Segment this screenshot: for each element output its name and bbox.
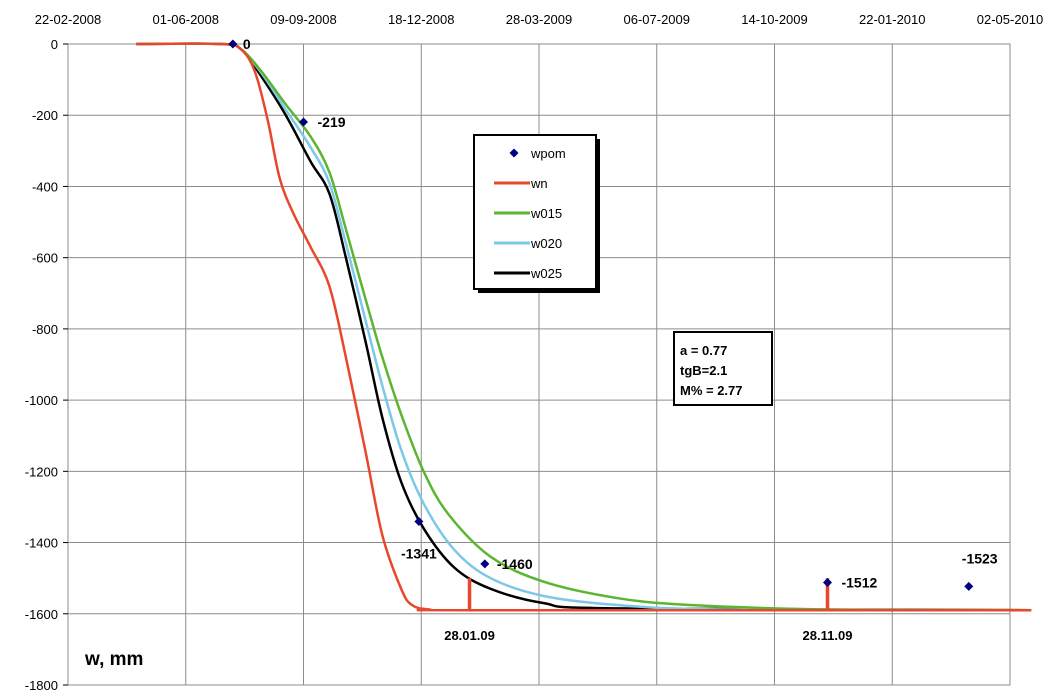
y-tick-label: 0 — [51, 37, 58, 52]
series-line-wn — [136, 42, 1032, 612]
y-tick-label: -1600 — [25, 607, 58, 622]
wpom-point — [964, 581, 974, 591]
y-tick-label: -1400 — [25, 536, 58, 551]
legend-label: wn — [530, 176, 548, 191]
x-tick-label: 22-01-2010 — [859, 12, 926, 27]
wpom-point — [228, 39, 238, 49]
date-markers: 28.01.09 28.11.09 — [444, 578, 852, 643]
x-tick-label: 09-09-2008 — [270, 12, 337, 27]
wpom-point — [299, 117, 308, 127]
legend-swatch-wpom — [509, 148, 519, 158]
x-tick-label: 06-07-2009 — [624, 12, 691, 27]
y-axis-label: w, mm — [84, 649, 143, 670]
y-tick-label: -200 — [32, 108, 58, 123]
y-tick-label: -800 — [32, 322, 58, 337]
x-axis-ticks: 22-02-2008 01-06-2008 09-09-2008 18-12-2008… — [35, 12, 1044, 27]
x-tick-label: 14-10-2009 — [741, 12, 808, 27]
wpom-data-label: -1512 — [841, 574, 877, 590]
wpom-data-label: -1341 — [401, 546, 437, 562]
wpom-point — [822, 577, 832, 587]
params-box: a = 0.77 tgB=2.1 M% = 2.77 — [673, 331, 773, 406]
marker-label: 28.11.09 — [803, 628, 853, 643]
legend-label: w015 — [530, 206, 562, 221]
params-frame — [673, 331, 773, 406]
params-line: M% = 2.77 — [680, 383, 743, 398]
x-tick-label: 18-12-2008 — [388, 12, 455, 27]
wpom-data-label: -219 — [318, 114, 346, 130]
y-axis-ticks: 0 -200 -400 -600 -800 -1000 -1200 -1400 -1600 -18… — [25, 37, 58, 690]
wpom-data-label: -1460 — [497, 556, 533, 572]
legend: wpom wn w015 w020 w025 — [473, 134, 600, 293]
x-tick-label: 02-05-2010 — [977, 12, 1044, 27]
legend-label: wpom — [530, 146, 566, 161]
wpom-data-label: 0 — [243, 36, 251, 52]
x-tick-label: 22-02-2008 — [35, 12, 102, 27]
params-line: a = 0.77 — [680, 343, 727, 358]
wpom-point — [414, 517, 424, 527]
y-tick-label: -1800 — [25, 678, 58, 690]
grid — [63, 43, 1011, 686]
y-tick-label: -400 — [32, 179, 58, 194]
y-tick-label: -1200 — [25, 464, 58, 479]
marker-label: 28.01.09 — [444, 628, 495, 643]
legend-label: w020 — [530, 236, 562, 251]
wpom-points: 0 -219 -1341 -1460 -1512 -1523 — [228, 36, 998, 591]
y-tick-label: -1000 — [25, 393, 58, 408]
params-line: tgB=2.1 — [680, 363, 727, 378]
series-line-w025 — [136, 42, 1032, 612]
series-lines — [136, 42, 1032, 612]
x-tick-label: 28-03-2009 — [506, 12, 573, 27]
wpom-data-label: -1523 — [962, 550, 998, 566]
wpom-point — [480, 559, 490, 569]
series-line-w015 — [136, 42, 1032, 612]
x-tick-label: 01-06-2008 — [153, 12, 220, 27]
legend-label: w025 — [530, 266, 562, 281]
y-tick-label: -600 — [32, 251, 58, 266]
